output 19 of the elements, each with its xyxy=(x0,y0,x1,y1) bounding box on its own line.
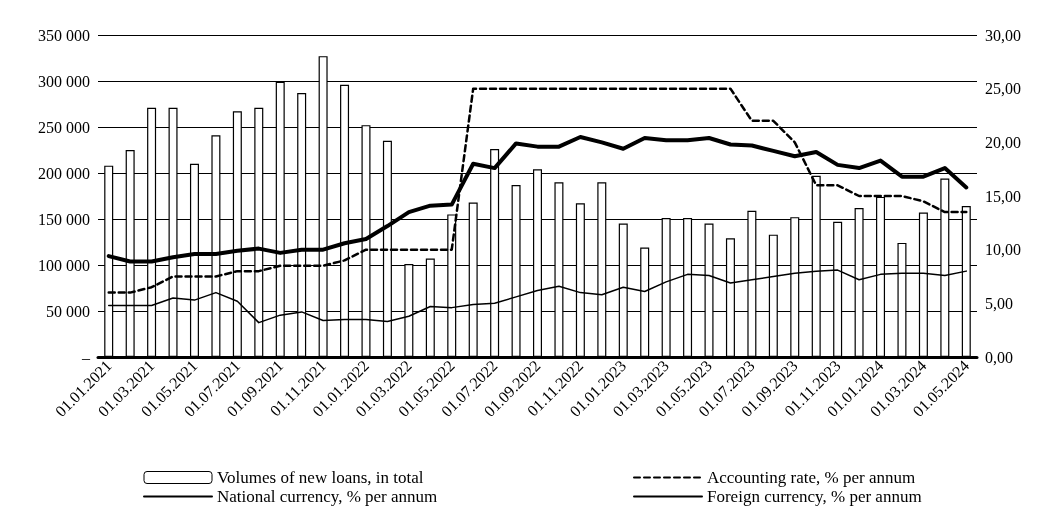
y-tick-label: 100 000 xyxy=(38,256,90,274)
y2-tick-label: 15,00 xyxy=(985,187,1021,205)
y-tick-label: 350 000 xyxy=(38,26,90,44)
y-tick-label: 250 000 xyxy=(38,118,90,136)
legend-label: National currency, % per annum xyxy=(217,487,438,506)
legend-label: Volumes of new loans, in total xyxy=(217,468,424,487)
y2-tick-label: 0,00 xyxy=(985,348,1013,366)
legend-label: Foreign currency, % per annum xyxy=(707,487,922,506)
y2-tick-label: 5,00 xyxy=(985,294,1013,312)
y-tick-label: – xyxy=(81,348,91,366)
y2-tick-label: 10,00 xyxy=(985,241,1021,259)
y2-tick-label: 30,00 xyxy=(985,26,1021,44)
legend-label: Accounting rate, % per annum xyxy=(707,468,916,487)
y-tick-label: 300 000 xyxy=(38,72,90,90)
y-tick-label: 200 000 xyxy=(38,164,90,182)
y-tick-label: 50 000 xyxy=(46,302,90,320)
y2-tick-label: 25,00 xyxy=(985,80,1021,98)
y-tick-label: 150 000 xyxy=(38,210,90,228)
y2-tick-label: 20,00 xyxy=(985,133,1021,151)
